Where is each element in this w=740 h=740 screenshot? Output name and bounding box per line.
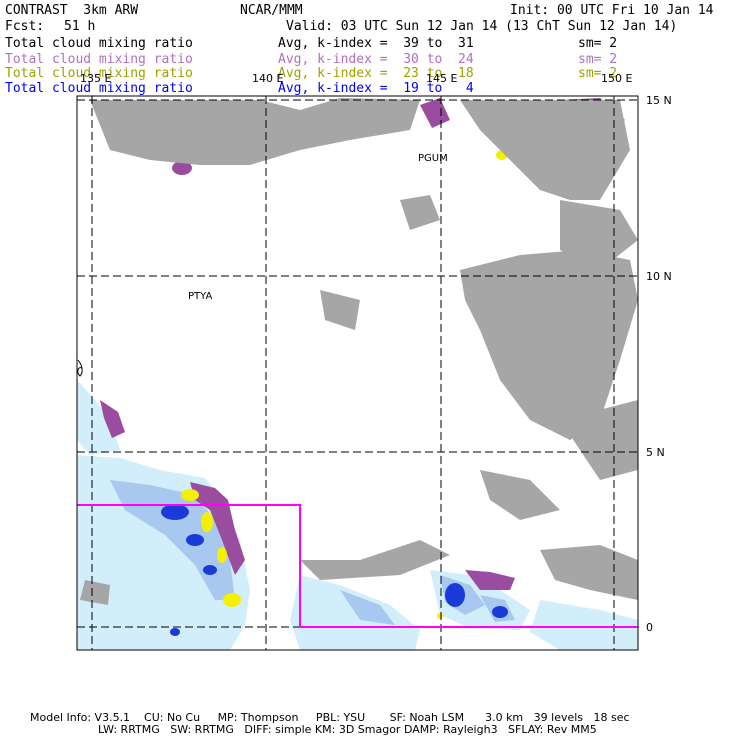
coastline bbox=[77, 359, 83, 377]
nest-domain-box bbox=[77, 504, 638, 628]
lon-label-140: 140 E bbox=[252, 72, 283, 85]
legend-field-4: Total cloud mixing ratio bbox=[5, 81, 193, 96]
legend-sm-1: sm= 2 bbox=[578, 36, 618, 51]
legend-field-1: Total cloud mixing ratio bbox=[5, 36, 193, 51]
model-info-line2: LW: RRTMG SW: RRTMG DIFF: simple KM: 3D … bbox=[98, 723, 597, 736]
legend-range-3: Avg, k-index = 23 to 18 bbox=[278, 66, 474, 81]
init-time: Init: 00 UTC Fri 10 Jan 14 bbox=[510, 3, 714, 18]
lon-label-145: 145 E bbox=[426, 72, 457, 85]
model-info-line1: Model Info: V3.5.1 CU: No Cu MP: Thompso… bbox=[30, 711, 630, 724]
lon-label-150: 150 E bbox=[601, 72, 632, 85]
forecast-label: Fcst: bbox=[5, 19, 45, 34]
legend-range-1: Avg, k-index = 39 to 31 bbox=[278, 36, 474, 51]
legend-sm-3: sm= 2 bbox=[578, 66, 618, 81]
dark-blue-cloud-cores bbox=[161, 504, 508, 636]
legend-range-4: Avg, k-index = 19 to 4 bbox=[278, 81, 474, 96]
legend-range-2: Avg, k-index = 30 to 24 bbox=[278, 52, 474, 67]
station-pgum: PGUM bbox=[418, 153, 448, 164]
center-title: NCAR/MMM bbox=[240, 3, 303, 18]
model-title: CONTRAST 3km ARW bbox=[5, 3, 139, 18]
valid-time: Valid: 03 UTC Sun 12 Jan 14 (13 ChT Sun … bbox=[286, 19, 678, 34]
lat-label-15n: 15 N bbox=[646, 94, 672, 107]
lat-label-5n: 5 N bbox=[646, 446, 665, 459]
gray-cloud-layer bbox=[80, 98, 638, 605]
forecast-hour: 51 h bbox=[64, 19, 96, 34]
legend-field-3: Total cloud mixing ratio bbox=[5, 66, 193, 81]
lon-label-135: 135 E bbox=[80, 72, 111, 85]
lat-label-10n: 10 N bbox=[646, 270, 672, 283]
map-frame bbox=[76, 95, 639, 651]
lat-label-0: 0 bbox=[646, 621, 653, 634]
legend-field-2: Total cloud mixing ratio bbox=[5, 52, 193, 67]
legend-sm-2: sm= 2 bbox=[578, 52, 618, 67]
station-ptya: PTYA bbox=[188, 291, 212, 302]
